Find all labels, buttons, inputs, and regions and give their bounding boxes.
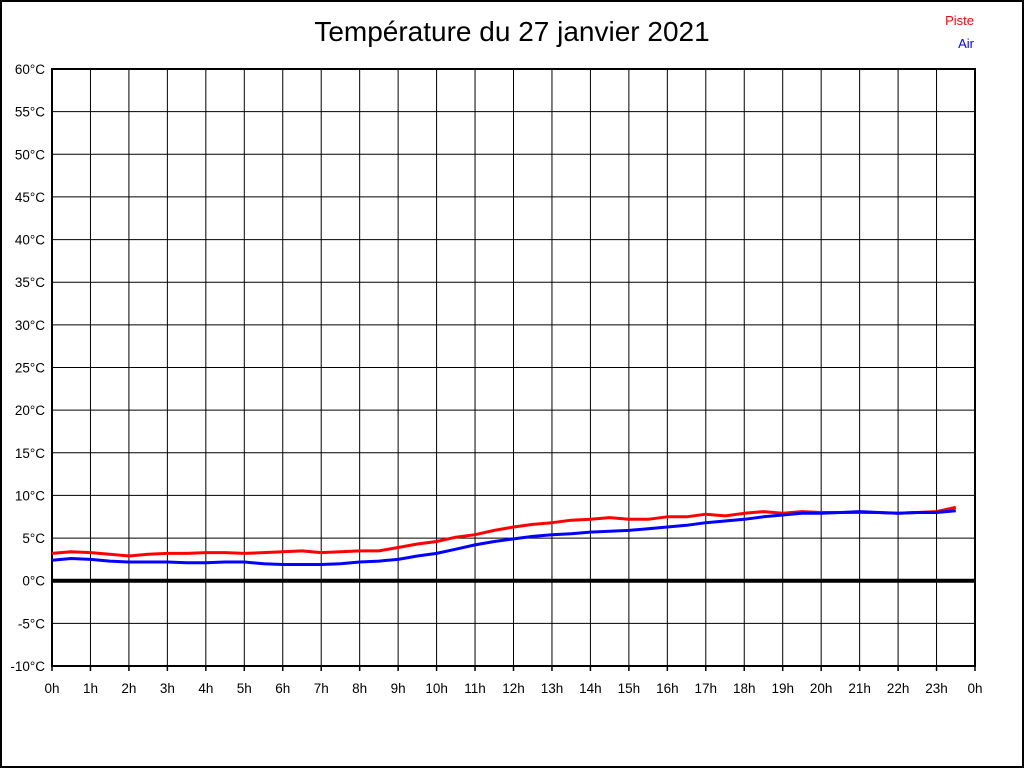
x-tick-label: 11h <box>464 681 486 696</box>
y-tick-label: 35°C <box>15 275 45 290</box>
x-tick-label: 21h <box>848 681 871 696</box>
y-tick-label: 25°C <box>15 361 45 376</box>
legend-item-air: Air <box>958 36 974 51</box>
piste-temperature-line <box>51 505 957 558</box>
x-tick-label: 20h <box>810 681 833 696</box>
x-tick-label: 15h <box>618 681 641 696</box>
y-tick-label: 10°C <box>15 488 45 503</box>
x-tick-label: 23h <box>925 681 948 696</box>
x-tick-label: 19h <box>771 681 794 696</box>
x-tick-label: 3h <box>160 681 175 696</box>
x-tick-label: 17h <box>695 681 718 696</box>
y-tick-label: 20°C <box>15 403 45 418</box>
x-tick-label: 6h <box>275 681 290 696</box>
x-tick-label: 10h <box>425 681 448 696</box>
legend-item-piste: Piste <box>945 13 974 28</box>
x-tick-label: 4h <box>198 681 213 696</box>
y-tick-label: 40°C <box>15 233 45 248</box>
x-tick-label: 0h <box>44 681 59 696</box>
y-tick-label: 5°C <box>22 531 45 546</box>
y-tick-label: 55°C <box>15 105 45 120</box>
x-tick-label: 16h <box>656 681 679 696</box>
x-tick-label: 5h <box>237 681 252 696</box>
legend: Piste Air <box>945 14 974 51</box>
y-tick-label: 50°C <box>15 147 45 162</box>
chart-title: Température du 27 janvier 2021 <box>314 16 710 47</box>
y-tick-label: 45°C <box>15 190 45 205</box>
y-tick-label: -10°C <box>10 659 45 674</box>
air-temperature-line <box>51 509 956 566</box>
x-tick-label: 8h <box>352 681 367 696</box>
y-tick-label: -5°C <box>18 616 45 631</box>
x-tick-label: 13h <box>541 681 564 696</box>
y-tick-label: 0°C <box>22 574 45 589</box>
x-tick-label: 0h <box>967 681 982 696</box>
y-tick-label: 60°C <box>15 62 45 77</box>
x-tick-label: 22h <box>887 681 910 696</box>
x-tick-label: 1h <box>83 681 98 696</box>
y-tick-label: 30°C <box>15 318 45 333</box>
x-tick-label: 7h <box>314 681 329 696</box>
x-tick-label: 9h <box>391 681 406 696</box>
x-tick-label: 18h <box>733 681 756 696</box>
x-tick-label: 14h <box>579 681 602 696</box>
x-tick-label: 2h <box>121 681 136 696</box>
y-tick-label: 15°C <box>15 446 45 461</box>
x-tick-label: 12h <box>502 681 525 696</box>
